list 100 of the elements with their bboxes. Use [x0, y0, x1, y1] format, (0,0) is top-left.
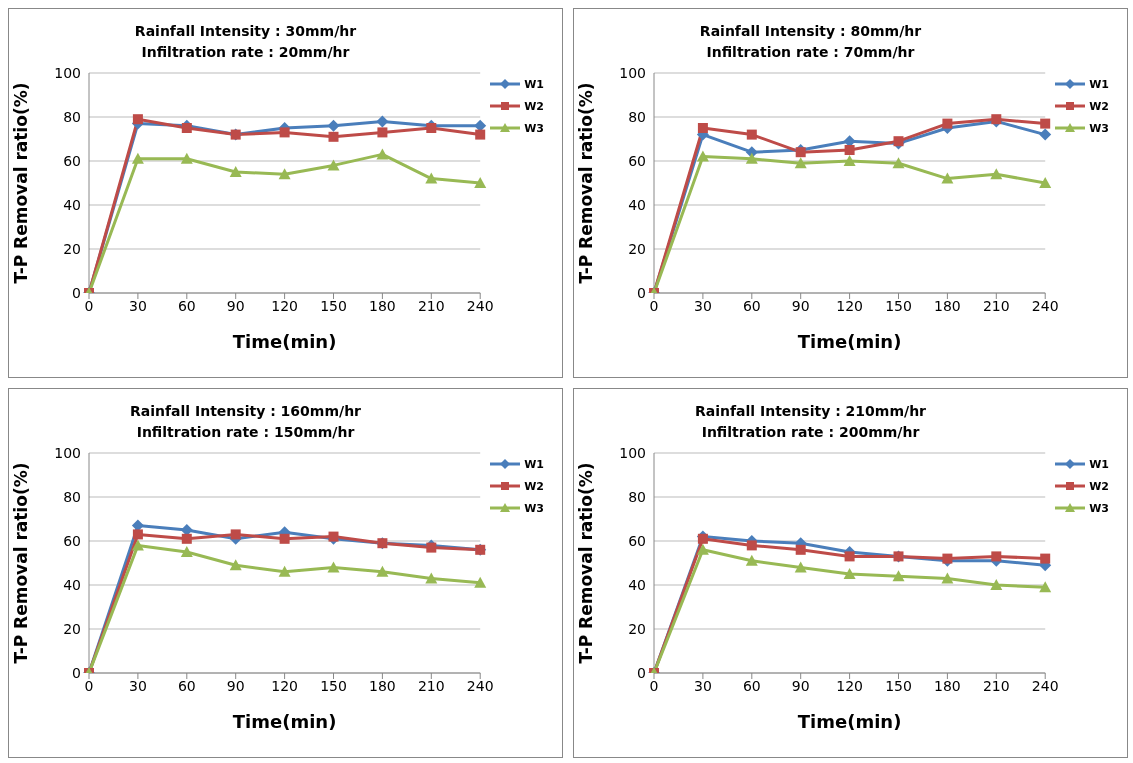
legend-label: W2 — [1089, 99, 1109, 113]
point — [279, 127, 290, 138]
chart-subtitle: Infiltration rate : 20mm/hr — [140, 43, 351, 62]
point — [229, 559, 242, 571]
point — [990, 168, 1003, 180]
legend-label: W1 — [1089, 77, 1109, 91]
y-tick-label: 40 — [63, 196, 81, 213]
point — [697, 123, 708, 133]
point — [376, 115, 389, 128]
legend-label: W2 — [524, 99, 544, 113]
chart-title: Rainfall Intensity : 80mm/hr — [698, 22, 923, 41]
y-tick-label: 100 — [54, 64, 81, 81]
y-tick-label: 80 — [63, 488, 81, 505]
point — [475, 129, 486, 140]
point — [327, 119, 340, 132]
x-tick-label: 180 — [369, 297, 396, 314]
y-tick-label: 0 — [637, 664, 646, 681]
x-tick-label: 180 — [934, 677, 961, 694]
x-tick-label: 150 — [885, 297, 912, 314]
y-tick-label: 60 — [63, 532, 81, 549]
legend-label: W2 — [1089, 479, 1109, 493]
point — [745, 554, 758, 566]
point — [327, 159, 340, 171]
point — [279, 533, 290, 544]
x-tick-label: 0 — [84, 677, 94, 694]
x-tick-label: 60 — [742, 677, 761, 694]
point — [892, 157, 905, 169]
point — [745, 152, 758, 164]
point — [425, 172, 438, 184]
point — [131, 539, 144, 551]
x-tick-label: 120 — [271, 677, 298, 694]
point — [426, 123, 437, 133]
x-tick-label: 120 — [836, 297, 863, 314]
y-tick-label: 100 — [619, 64, 646, 81]
y-tick-label: 40 — [628, 576, 646, 593]
y-tick-label: 0 — [72, 284, 81, 301]
point — [377, 127, 388, 138]
chart-subtitle: Infiltration rate : 200mm/hr — [700, 423, 921, 442]
x-tick-label: 120 — [271, 297, 298, 314]
x-tick-label: 30 — [693, 677, 712, 694]
point — [1039, 128, 1052, 141]
point — [376, 148, 389, 160]
chart-subtitle: Infiltration rate : 150mm/hr — [135, 423, 356, 442]
y-tick-label: 60 — [63, 152, 81, 169]
point — [132, 529, 143, 540]
point — [425, 572, 438, 584]
point — [327, 561, 340, 573]
legend-label: W3 — [1089, 501, 1109, 515]
point — [181, 533, 192, 544]
x-tick-label: 90 — [226, 677, 245, 694]
x-tick-label: 180 — [934, 297, 961, 314]
x-tick-label: 210 — [982, 297, 1010, 314]
x-tick-label: 60 — [177, 677, 196, 694]
point — [278, 168, 291, 180]
y-tick-label: 20 — [63, 240, 81, 257]
y-tick-label: 100 — [619, 444, 646, 461]
x-axis-title: Time(min) — [232, 711, 337, 732]
x-axis-title: Time(min) — [797, 331, 902, 352]
point — [474, 177, 487, 188]
y-tick-label: 60 — [628, 532, 646, 549]
point — [794, 561, 807, 573]
point — [746, 129, 757, 140]
y-axis-title: T-P Removal ratio(%) — [11, 82, 32, 284]
x-tick-label: 90 — [791, 677, 810, 694]
point — [990, 579, 1003, 590]
point — [181, 123, 192, 133]
x-tick-label: 30 — [128, 297, 147, 314]
x-tick-label: 210 — [417, 297, 445, 314]
y-tick-label: 20 — [628, 620, 646, 637]
y-tick-label: 80 — [63, 108, 81, 125]
x-tick-label: 0 — [649, 297, 659, 314]
chart-title: Rainfall Intensity : 30mm/hr — [133, 22, 358, 41]
point — [1039, 581, 1052, 593]
point — [180, 152, 193, 164]
point — [795, 544, 806, 555]
point — [474, 576, 487, 588]
point — [328, 131, 339, 142]
point — [229, 166, 242, 177]
y-tick-label: 40 — [63, 576, 81, 593]
y-tick-label: 40 — [628, 196, 646, 213]
y-tick-label: 60 — [628, 152, 646, 169]
point — [844, 145, 855, 155]
x-tick-label: 150 — [320, 677, 347, 694]
point — [230, 529, 241, 540]
x-tick-label: 150 — [320, 297, 347, 314]
chart-subtitle: Infiltration rate : 70mm/hr — [705, 43, 916, 62]
chart-title: Rainfall Intensity : 210mm/hr — [694, 402, 927, 421]
point — [991, 551, 1002, 562]
point — [696, 543, 709, 555]
point — [132, 114, 143, 125]
point — [844, 551, 855, 562]
y-tick-label: 0 — [637, 284, 646, 301]
point — [278, 565, 291, 577]
point — [794, 157, 807, 169]
legend-label: W1 — [524, 457, 544, 471]
point — [1040, 553, 1051, 564]
x-tick-label: 30 — [128, 677, 147, 694]
point — [843, 568, 856, 579]
point — [892, 570, 905, 582]
x-tick-label: 240 — [466, 297, 494, 314]
